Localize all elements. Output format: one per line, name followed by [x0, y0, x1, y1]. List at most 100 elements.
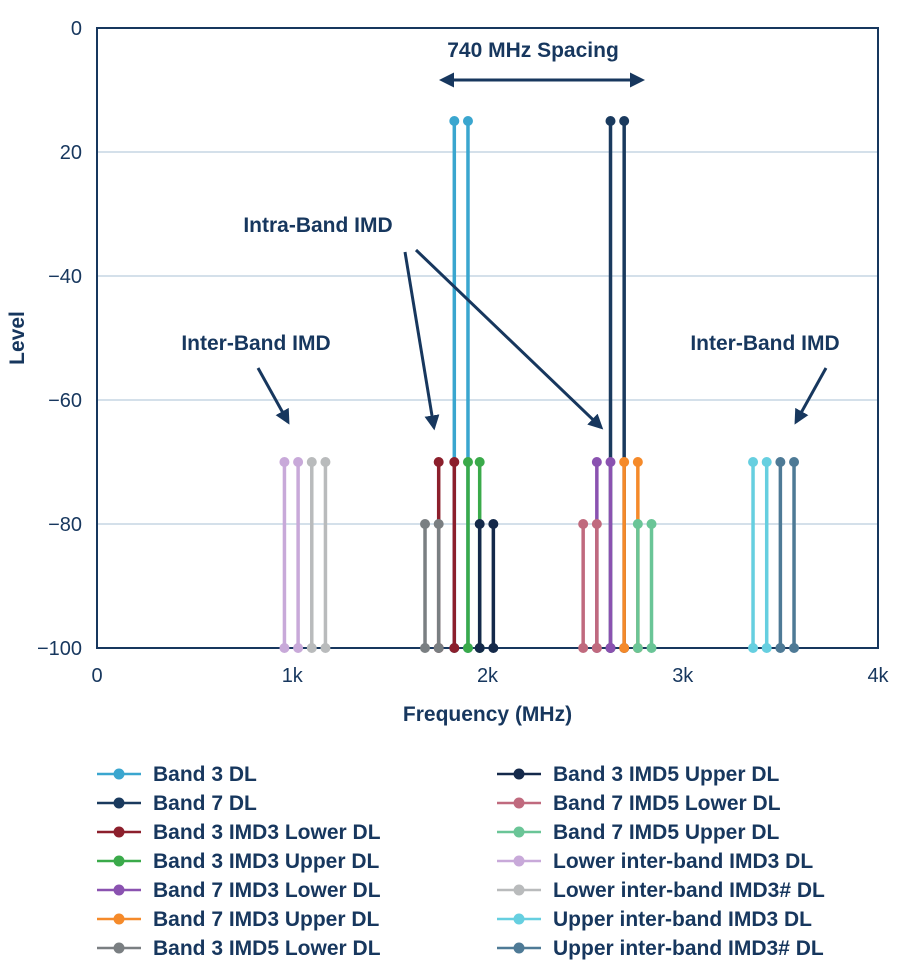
legend-swatch-marker	[513, 942, 525, 954]
stem-base-point	[474, 643, 485, 653]
x-tick-label: 1k	[282, 665, 304, 687]
stem-base-point	[433, 643, 444, 653]
y-tick-label: 20	[60, 142, 82, 164]
x-axis-title: Frequency (MHz)	[403, 703, 572, 726]
stem-point	[605, 457, 616, 467]
stem-point	[433, 519, 444, 529]
stem-point	[775, 457, 786, 467]
legend-swatch-marker	[513, 826, 525, 838]
stem-base-point	[578, 643, 589, 653]
legend-label: Band 3 IMD5 Upper DL	[553, 763, 780, 786]
stem-base-point	[279, 643, 290, 653]
spacing-annotation-label: 740 MHz Spacing	[447, 39, 619, 62]
y-tick-label: −60	[48, 390, 82, 412]
stem-base-point	[488, 643, 499, 653]
stem-base-point	[632, 643, 643, 653]
y-axis-title: Level	[6, 311, 29, 365]
legend-label: Band 7 IMD3 Upper DL	[153, 908, 380, 931]
stem-base-point	[605, 643, 616, 653]
stem-point	[488, 519, 499, 529]
legend-item: Band 7 IMD3 Lower DL	[97, 879, 381, 902]
legend-label: Band 7 IMD5 Upper DL	[553, 821, 780, 844]
series-11	[306, 457, 331, 653]
stem-base-point	[449, 643, 460, 653]
intra-band-imd-label: Intra-Band IMD	[243, 214, 392, 237]
stem-point	[619, 457, 630, 467]
inter-band-arrow-left	[256, 367, 290, 425]
legend-swatch-marker	[513, 797, 525, 809]
stem-base-point	[775, 643, 786, 653]
inter-band-imd-label-right: Inter-Band IMD	[690, 332, 839, 355]
stem-point	[320, 457, 331, 467]
stem-point	[462, 457, 473, 467]
intra-band-arrow-left	[403, 251, 440, 431]
legend-label: Lower inter-band IMD3# DL	[553, 879, 825, 902]
legend-swatch-marker	[513, 913, 525, 925]
legend-label: Upper inter-band IMD3 DL	[553, 908, 812, 931]
legend-item: Lower inter-band IMD3 DL	[497, 850, 813, 873]
series-6	[420, 519, 444, 653]
stem-point	[279, 457, 290, 467]
legend-label: Upper inter-band IMD3# DL	[553, 937, 824, 960]
stem-base-point	[462, 643, 473, 653]
stem-point	[619, 116, 630, 126]
legend-swatch-marker	[113, 913, 125, 925]
stem-base-point	[420, 643, 431, 653]
stem-base-point	[306, 643, 317, 653]
x-tick-label: 0	[91, 665, 102, 687]
y-tick-label: −40	[48, 266, 82, 288]
stem-point	[761, 457, 772, 467]
x-tick-label: 4k	[867, 665, 889, 687]
stem-point	[748, 457, 759, 467]
legend-item: Band 7 IMD5 Upper DL	[497, 821, 780, 844]
stem-point	[449, 116, 460, 126]
y-tick-label: −80	[48, 514, 82, 536]
stem-base-point	[748, 643, 759, 653]
series-9	[632, 519, 657, 653]
legend-swatch-marker	[113, 768, 125, 780]
legend-label: Band 7 DL	[153, 792, 257, 815]
stem-base-point	[591, 643, 602, 653]
stem-point	[591, 457, 602, 467]
legend: Band 3 DL Band 7 DL Band 3 IMD3 Lower DL Ba…	[97, 763, 825, 960]
series-13	[775, 457, 800, 653]
inter-band-arrow-right	[794, 367, 828, 425]
series-12	[748, 457, 772, 653]
stem-base-point	[320, 643, 331, 653]
legend-item: Band 3 IMD5 Upper DL	[497, 763, 780, 786]
legend-item: Band 3 IMD3 Upper DL	[97, 850, 380, 873]
stem-point	[449, 457, 460, 467]
stem-base-point	[619, 643, 630, 653]
legend-swatch-marker	[113, 797, 125, 809]
legend-swatch-marker	[513, 855, 525, 867]
x-tick-label: 3k	[672, 665, 694, 687]
legend-label: Band 3 IMD5 Lower DL	[153, 937, 381, 960]
stem-point	[632, 457, 643, 467]
legend-item: Band 7 DL	[97, 792, 257, 815]
stem-point	[474, 457, 485, 467]
legend-item: Upper inter-band IMD3# DL	[497, 937, 824, 960]
legend-label: Band 3 IMD3 Lower DL	[153, 821, 381, 844]
legend-item: Lower inter-band IMD3# DL	[497, 879, 825, 902]
legend-label: Band 7 IMD5 Lower DL	[553, 792, 781, 815]
legend-item: Band 7 IMD5 Lower DL	[497, 792, 781, 815]
stem-point	[433, 457, 444, 467]
stem-point	[789, 457, 800, 467]
legend-swatch-marker	[113, 942, 125, 954]
y-axis-ticks: 0 20 −40 −60 −80 −100	[37, 18, 82, 660]
legend-item: Band 3 IMD5 Lower DL	[97, 937, 381, 960]
stem-point	[306, 457, 317, 467]
legend-swatch-marker	[513, 768, 525, 780]
stem-point	[605, 116, 616, 126]
legend-item: Upper inter-band IMD3 DL	[497, 908, 812, 931]
plot-area-frame	[96, 27, 879, 649]
stem-point	[462, 116, 473, 126]
stem-point	[646, 519, 657, 529]
legend-label: Band 3 DL	[153, 763, 257, 786]
intra-band-arrow-right	[414, 248, 604, 430]
legend-item: Band 3 IMD3 Lower DL	[97, 821, 381, 844]
stem-base-point	[646, 643, 657, 653]
series-10	[279, 457, 304, 653]
inter-band-imd-label-left: Inter-Band IMD	[181, 332, 330, 355]
